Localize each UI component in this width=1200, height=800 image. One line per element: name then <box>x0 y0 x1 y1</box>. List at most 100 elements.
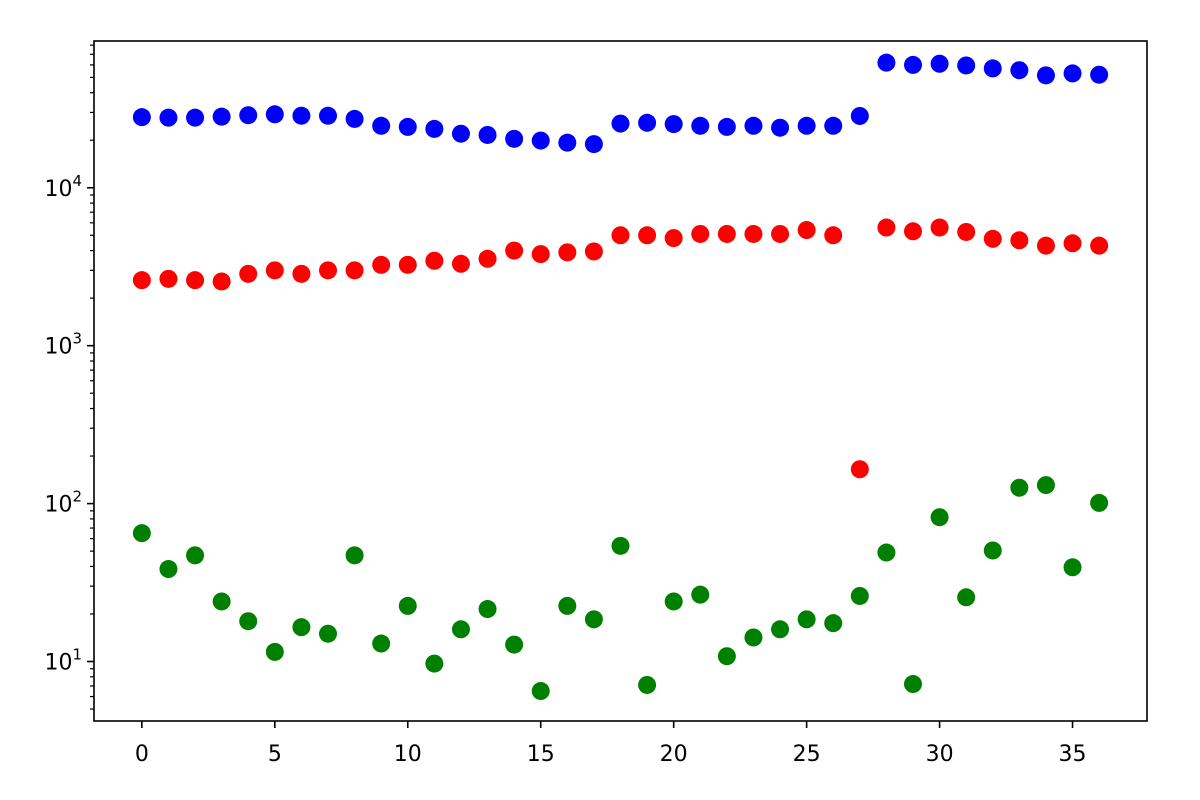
data-point-s2-4 <box>239 612 258 631</box>
data-point-s1-9 <box>372 255 391 274</box>
data-point-s1-22 <box>717 224 736 243</box>
data-point-s1-29 <box>904 222 922 241</box>
data-point-s1-36 <box>1090 236 1109 255</box>
x-tick-label: 30 <box>926 742 954 767</box>
data-point-s0-20 <box>664 115 683 134</box>
data-point-s1-2 <box>186 271 205 290</box>
data-point-s0-15 <box>531 131 550 150</box>
data-point-s2-11 <box>425 654 444 673</box>
data-point-s0-27 <box>850 106 869 125</box>
x-axis: 0 5 10 15 20 25 30 35 <box>135 721 1087 767</box>
data-point-s0-2 <box>186 108 205 127</box>
data-point-s0-32 <box>983 59 1002 78</box>
data-point-s2-12 <box>451 620 470 639</box>
data-point-s0-31 <box>957 56 976 75</box>
data-point-s2-32 <box>983 541 1002 560</box>
data-point-s1-11 <box>425 251 444 270</box>
data-point-s0-13 <box>478 125 497 144</box>
data-point-s2-17 <box>584 610 603 629</box>
data-point-s0-19 <box>638 113 657 132</box>
data-point-s1-0 <box>132 271 151 290</box>
data-point-s1-21 <box>691 224 710 243</box>
data-point-s2-1 <box>159 560 178 579</box>
data-point-s2-24 <box>771 620 790 639</box>
data-point-s1-27 <box>850 460 869 479</box>
data-point-s1-7 <box>319 261 337 280</box>
x-tick-label: 35 <box>1059 742 1087 767</box>
y-axis: 101 102 103 104 <box>44 44 94 710</box>
data-point-s2-10 <box>398 596 417 615</box>
data-point-s1-16 <box>558 243 577 262</box>
data-point-s0-23 <box>744 116 763 135</box>
data-point-s1-35 <box>1063 234 1082 253</box>
data-point-s1-28 <box>877 218 896 237</box>
x-tick-label: 5 <box>268 742 282 767</box>
data-point-s1-31 <box>957 222 976 241</box>
data-point-s1-17 <box>584 242 603 261</box>
data-point-s2-16 <box>558 596 577 615</box>
data-point-s2-13 <box>478 600 497 619</box>
data-point-s2-33 <box>1010 478 1029 497</box>
data-point-s2-31 <box>957 588 976 607</box>
data-point-s1-8 <box>345 261 364 280</box>
data-point-s1-30 <box>930 218 949 237</box>
data-point-s2-20 <box>664 592 683 611</box>
data-point-s0-5 <box>265 105 284 124</box>
data-point-s2-25 <box>797 610 816 629</box>
data-point-s2-22 <box>717 647 736 666</box>
data-point-s0-24 <box>771 118 790 137</box>
data-point-s1-33 <box>1010 231 1029 250</box>
data-point-s0-14 <box>505 129 524 148</box>
data-point-s0-26 <box>824 116 843 135</box>
data-point-s1-10 <box>398 255 417 274</box>
data-point-s1-14 <box>505 241 524 260</box>
data-point-s0-0 <box>132 108 151 127</box>
data-markers <box>132 53 1109 701</box>
data-point-s1-4 <box>239 264 258 283</box>
data-point-s1-12 <box>451 254 470 273</box>
data-point-s0-18 <box>611 114 630 133</box>
data-point-s0-21 <box>691 116 710 135</box>
data-point-s2-14 <box>505 635 524 654</box>
y-tick-label: 104 <box>44 172 82 202</box>
data-point-s1-25 <box>797 221 816 240</box>
data-point-s2-28 <box>877 543 896 562</box>
data-point-s0-11 <box>425 119 444 138</box>
data-point-s0-36 <box>1090 65 1109 84</box>
x-tick-label: 10 <box>394 742 422 767</box>
data-point-s0-4 <box>239 106 258 125</box>
data-point-s2-9 <box>372 634 391 653</box>
data-point-s0-22 <box>717 117 736 136</box>
data-point-s2-26 <box>824 614 843 633</box>
data-point-s0-7 <box>319 106 337 125</box>
data-point-s1-18 <box>611 226 630 245</box>
data-point-s2-0 <box>132 524 151 543</box>
data-point-s2-3 <box>212 592 231 611</box>
data-point-s0-9 <box>372 116 391 135</box>
data-point-s1-3 <box>212 272 231 291</box>
y-tick-label: 101 <box>44 646 82 676</box>
data-point-s0-6 <box>292 106 311 125</box>
data-point-s2-15 <box>531 682 550 701</box>
data-point-s2-21 <box>691 585 710 604</box>
data-point-s0-30 <box>930 54 949 73</box>
data-point-s1-13 <box>478 249 497 268</box>
data-point-s1-32 <box>983 229 1002 248</box>
data-point-s0-16 <box>558 133 577 152</box>
x-tick-label: 0 <box>135 742 149 767</box>
x-tick-label: 20 <box>660 742 688 767</box>
data-point-s0-33 <box>1010 61 1029 80</box>
data-point-s0-28 <box>877 53 896 72</box>
data-point-s1-26 <box>824 226 843 245</box>
data-point-s2-27 <box>850 586 869 605</box>
data-point-s0-35 <box>1063 64 1082 83</box>
data-point-s2-30 <box>930 508 949 527</box>
data-point-s1-23 <box>744 224 763 243</box>
data-point-s2-18 <box>611 536 630 555</box>
data-point-s0-25 <box>797 116 816 135</box>
data-point-s1-15 <box>531 245 550 264</box>
data-point-s2-19 <box>638 675 657 694</box>
data-point-s2-36 <box>1090 493 1109 512</box>
data-point-s0-29 <box>904 55 922 74</box>
